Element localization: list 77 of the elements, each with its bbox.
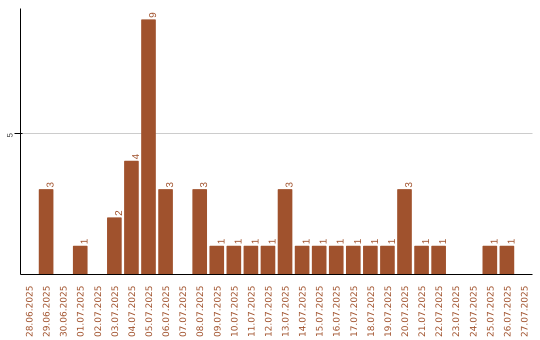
x-tick-label: 01.07.2025 bbox=[76, 286, 87, 338]
x-tick-label: 13.07.2025 bbox=[282, 286, 292, 338]
bar bbox=[431, 246, 446, 274]
data-label: 3 bbox=[199, 182, 210, 188]
x-tick-label: 07.07.2025 bbox=[179, 286, 190, 338]
bar bbox=[124, 160, 139, 274]
x-tick-label: 29.06.2025 bbox=[42, 286, 53, 338]
x-tick-label: 05.07.2025 bbox=[145, 286, 155, 338]
bar bbox=[107, 217, 122, 274]
bar bbox=[141, 19, 156, 274]
x-tick-label: 04.07.2025 bbox=[128, 286, 138, 338]
x-tick-label: 16.07.2025 bbox=[332, 286, 343, 338]
data-label: 1 bbox=[438, 238, 450, 244]
data-label: 1 bbox=[318, 238, 330, 244]
data-label: 1 bbox=[216, 238, 228, 244]
x-tick-label: 20.07.2025 bbox=[401, 286, 411, 338]
bar bbox=[158, 189, 173, 274]
x-tick-label: 03.07.2025 bbox=[110, 286, 121, 338]
data-label: 1 bbox=[370, 238, 381, 244]
data-label: 1 bbox=[80, 238, 91, 244]
data-label: 1 bbox=[302, 238, 313, 244]
data-label: 1 bbox=[352, 238, 364, 244]
x-tick-label: 19.07.2025 bbox=[384, 286, 394, 338]
bar bbox=[482, 246, 498, 274]
data-label: 1 bbox=[336, 238, 347, 244]
x-tick-label: 18.07.2025 bbox=[366, 286, 377, 338]
x-tick-label: 06.07.2025 bbox=[162, 286, 172, 338]
data-label: 2 bbox=[114, 210, 125, 216]
bar bbox=[38, 189, 54, 274]
y-tick-label: 5 bbox=[6, 132, 14, 138]
bar bbox=[226, 246, 242, 274]
bar bbox=[209, 246, 224, 274]
x-tick-label: 15.07.2025 bbox=[316, 286, 326, 338]
x-tick-label: 23.07.2025 bbox=[452, 286, 462, 338]
bar bbox=[414, 246, 429, 274]
data-label: 1 bbox=[250, 238, 262, 244]
x-tick-label: 24.07.2025 bbox=[469, 286, 480, 338]
x-tick-label: 22.07.2025 bbox=[435, 286, 446, 338]
x-tick-label: 08.07.2025 bbox=[196, 286, 206, 338]
data-label: 4 bbox=[130, 153, 142, 160]
bar bbox=[312, 246, 326, 274]
x-tick-label: 02.07.2025 bbox=[94, 286, 104, 338]
x-tick-label: 11.07.2025 bbox=[247, 286, 258, 338]
data-label: 3 bbox=[404, 182, 415, 188]
bar bbox=[346, 246, 361, 274]
data-label: 3 bbox=[46, 182, 57, 188]
x-tick-label: 17.07.2025 bbox=[350, 286, 360, 338]
data-label: 9 bbox=[148, 12, 159, 18]
data-label: 1 bbox=[386, 238, 398, 244]
bar bbox=[72, 246, 88, 274]
bar bbox=[397, 189, 412, 274]
x-tick-label: 09.07.2025 bbox=[213, 286, 224, 338]
bar bbox=[363, 246, 378, 274]
data-label: 1 bbox=[489, 238, 500, 244]
x-tick-label: 12.07.2025 bbox=[264, 286, 274, 338]
x-tick-label: 30.06.2025 bbox=[60, 286, 70, 338]
x-tick-label: 28.06.2025 bbox=[26, 286, 36, 338]
data-label: 1 bbox=[233, 238, 244, 244]
data-label: 1 bbox=[506, 238, 518, 244]
x-tick-label: 27.07.2025 bbox=[520, 286, 530, 338]
data-label: 3 bbox=[165, 182, 176, 188]
bar bbox=[192, 189, 208, 274]
bar bbox=[500, 246, 514, 274]
bar bbox=[244, 246, 258, 274]
data-label: 3 bbox=[284, 182, 296, 188]
x-tick-label: 10.07.2025 bbox=[230, 286, 240, 338]
bar bbox=[380, 246, 395, 274]
bar bbox=[294, 246, 310, 274]
data-label: 1 bbox=[421, 238, 432, 244]
x-tick-label: 21.07.2025 bbox=[418, 286, 428, 338]
data-label: 1 bbox=[267, 238, 278, 244]
x-tick-label: 26.07.2025 bbox=[503, 286, 514, 338]
bar bbox=[328, 246, 344, 274]
bar bbox=[260, 246, 276, 274]
bar bbox=[278, 189, 292, 274]
x-tick-label: 14.07.2025 bbox=[298, 286, 309, 338]
x-tick-label: 25.07.2025 bbox=[486, 286, 496, 338]
